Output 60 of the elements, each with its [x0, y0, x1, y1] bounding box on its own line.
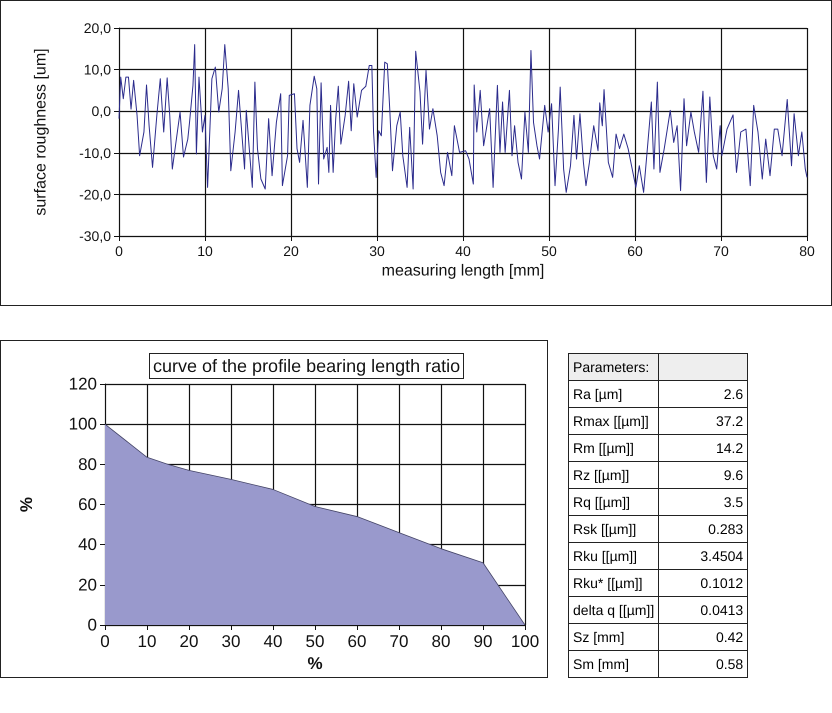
text: 3.4504: [700, 548, 744, 564]
x-tick-label: 80: [432, 632, 450, 651]
x-tick-label: 20: [180, 632, 198, 651]
category-label: Rsk [[µm]]: [568, 516, 659, 542]
x-tick-label: 10: [197, 243, 213, 259]
text: 0.58: [716, 656, 744, 672]
x-tick-label: 30: [222, 632, 240, 651]
category-label: Rku [[µm]]: [568, 542, 659, 570]
text: Parameters:: [568, 354, 659, 380]
text: 2.6: [724, 386, 744, 402]
y-tick-label: 0,0: [92, 103, 112, 120]
x-tick-label: 0: [115, 243, 124, 259]
y-axis-title: surface roughness [um]: [32, 48, 50, 216]
chart-title: curve of the profile bearing length ratio: [153, 356, 460, 376]
y-tick-label: 60: [78, 495, 97, 514]
category-label: Rm [[µm]]: [568, 434, 659, 462]
y-tick-label: 80: [78, 454, 97, 474]
text: 0.1012: [700, 575, 744, 591]
text: 0.283: [708, 521, 744, 537]
category-label: delta q [[µm]]: [568, 596, 659, 624]
y-tick-label: -10,0: [79, 144, 112, 161]
x-tick-label: 90: [474, 632, 492, 651]
text: 0.0413: [700, 602, 744, 618]
y-axis-title: %: [17, 496, 36, 512]
x-tick-label: 40: [264, 632, 282, 651]
category-label: Sz [mm]: [568, 624, 659, 650]
x-tick-label: 80: [799, 243, 815, 259]
x-tick-label: 20: [283, 243, 299, 259]
text: 9.6: [724, 467, 744, 483]
category-label: Rku* [[µm]]: [568, 570, 659, 596]
y-tick-label: 120: [68, 374, 97, 394]
y-tick-label: 10,0: [84, 62, 112, 78]
x-tick-label: 70: [390, 632, 408, 651]
category-label: Rz [[µm]]: [568, 462, 659, 488]
x-tick-label: 40: [455, 243, 471, 259]
x-axis-title: %: [307, 654, 323, 673]
category-label: Rq [[µm]]: [568, 488, 659, 516]
x-tick-label: 10: [138, 632, 156, 651]
text: 3.5: [724, 494, 744, 510]
x-axis-title: measuring length [mm]: [382, 262, 544, 280]
x-tick-label: 70: [713, 243, 729, 259]
category-label: Rmax [[µm]]: [568, 408, 659, 434]
y-tick-label: 20: [78, 575, 97, 594]
x-tick-label: 100: [510, 632, 540, 651]
y-tick-label: 20,0: [84, 20, 112, 36]
y-tick-label: 0: [88, 616, 97, 634]
x-tick-label: 60: [627, 243, 643, 259]
text: 37.2: [716, 413, 744, 429]
x-tick-label: 60: [348, 632, 366, 651]
category-label: Sm [mm]: [568, 650, 659, 678]
y-tick-label: 100: [68, 414, 97, 434]
category-label: Ra [µm]: [568, 380, 659, 408]
text: 14.2: [716, 440, 744, 456]
y-tick-label: -30,0: [79, 228, 112, 244]
y-tick-label: 40: [78, 535, 97, 554]
x-tick-label: 30: [369, 243, 385, 259]
text: 0.42: [716, 629, 744, 645]
x-tick-label: 50: [306, 632, 324, 651]
x-tick-label: 50: [541, 243, 557, 259]
y-tick-label: -20,0: [79, 186, 112, 202]
